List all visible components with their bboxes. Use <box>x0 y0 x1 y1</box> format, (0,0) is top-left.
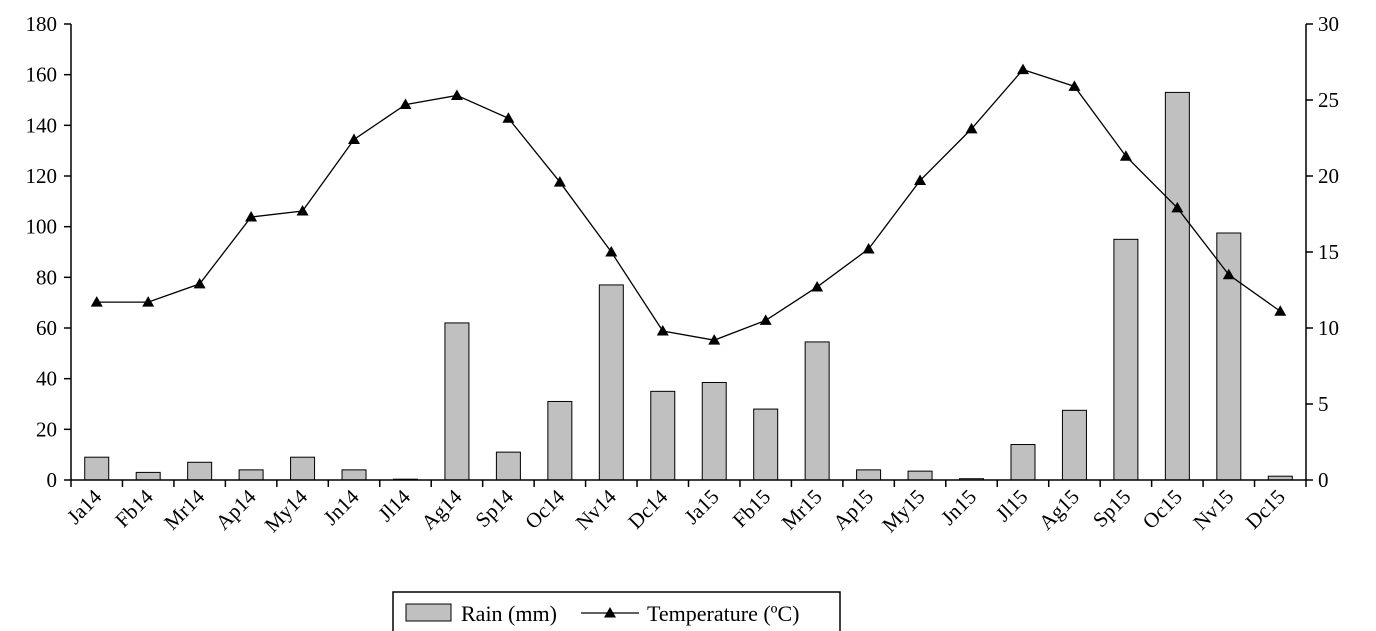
legend: Rain (mm) Temperature (ºC) <box>392 591 841 631</box>
legend-temperature-marker <box>604 607 616 618</box>
x-tick-label-My14: My14 <box>260 484 313 537</box>
rain-bar-Jn14 <box>341 469 367 481</box>
temperature-marker-Jl14 <box>399 98 412 110</box>
temperature-marker-Fb14 <box>142 296 155 307</box>
right-tick-label-25: 25 <box>1318 88 1339 112</box>
axes <box>64 23 1313 487</box>
rain-bar-Ag14 <box>444 322 470 481</box>
rain-bar-Dc14 <box>650 390 676 481</box>
left-tick-label-160: 160 <box>26 63 58 87</box>
x-tick-label-Oc14: Oc14 <box>520 484 569 533</box>
rain-bar-Jl15 <box>1010 444 1036 481</box>
temperature-marker-Sp15 <box>1119 150 1132 161</box>
right-tick-label-30: 30 <box>1318 12 1339 36</box>
legend-rain-swatch <box>405 603 452 622</box>
temperature-marker-Ap14 <box>245 211 258 222</box>
rain-bar-Sp14 <box>495 451 521 481</box>
x-tick-label-Mr14: Mr14 <box>159 484 209 534</box>
temperature-marker-My15 <box>914 174 927 186</box>
left-tick-label-60: 60 <box>36 316 57 340</box>
temperature-marker-Ja14 <box>90 296 103 307</box>
rain-bar-Ap15 <box>856 469 882 481</box>
temperature-marker-Fb15 <box>759 314 772 325</box>
right-tick-label-10: 10 <box>1318 316 1339 340</box>
x-tick-label-Mr15: Mr15 <box>777 485 827 535</box>
left-tick-label-20: 20 <box>36 417 57 441</box>
x-tick-label-My15: My15 <box>877 485 929 537</box>
x-tick-label-Sp14: Sp14 <box>470 484 518 532</box>
temperature-marker-Mr14 <box>193 277 206 289</box>
rain-bar-Oc14 <box>547 400 573 481</box>
temperature-line <box>90 63 1287 345</box>
temperature-marker-Jl15 <box>1016 63 1029 75</box>
x-tick-label-Ap14: Ap14 <box>211 484 261 534</box>
rain-bar-My14 <box>290 456 316 481</box>
rain-bars <box>84 91 1293 481</box>
temperature-marker-Dc14 <box>656 325 669 336</box>
right-tick-label-5: 5 <box>1318 392 1329 416</box>
x-tick-label-Ap15: Ap15 <box>828 485 878 535</box>
temperature-marker-Mr15 <box>811 280 824 292</box>
temperature-marker-Oc14 <box>553 176 566 187</box>
x-tick-label-Ja14: Ja14 <box>62 484 107 529</box>
rain-bar-Mr14 <box>187 461 213 481</box>
right-tick-label-20: 20 <box>1318 164 1339 188</box>
x-tick-label-Dc15: Dc15 <box>1241 485 1290 534</box>
left-tick-label-40: 40 <box>36 367 57 391</box>
legend-temperature-label: Temperature (ºC) <box>647 601 800 626</box>
right-tick-label-15: 15 <box>1318 240 1339 264</box>
rain-bar-Ja14 <box>84 456 110 481</box>
x-tick-label-Fb14: Fb14 <box>110 484 158 532</box>
rain-bar-Oc15 <box>1164 91 1190 481</box>
temperature-marker-Jn15 <box>965 122 978 134</box>
temperature-marker-Jn14 <box>348 133 361 145</box>
left-tick-label-120: 120 <box>26 164 58 188</box>
temperature-marker-Nv15 <box>1222 268 1235 280</box>
temperature-polyline <box>96 68 1281 341</box>
temperature-marker-Dc15 <box>1274 305 1287 316</box>
temperature-marker-Sp14 <box>502 112 515 123</box>
x-tick-label-Nv15: Nv15 <box>1188 485 1238 535</box>
rain-bar-Ja15 <box>701 381 727 481</box>
x-tick-label-Dc14: Dc14 <box>623 484 672 533</box>
temperature-marker-My14 <box>296 204 309 216</box>
tick-labels: 0 20 40 60 80 100 120 140 160 180 0 5 10 15 20 25 30 Ja14… <box>26 12 1340 537</box>
rain-bar-My15 <box>907 470 933 481</box>
rain-bar-Fb14 <box>135 471 161 481</box>
x-tick-label-Sp15: Sp15 <box>1088 485 1136 533</box>
rain-bar-Sp15 <box>1113 238 1139 481</box>
right-tick-label-0: 0 <box>1318 468 1329 492</box>
legend-rain-label: Rain (mm) <box>461 601 557 626</box>
x-tick-label-Oc15: Oc15 <box>1138 485 1187 534</box>
x-tick-label-Jn14: Jn14 <box>319 484 364 529</box>
temperature-marker-Ja15 <box>708 334 721 345</box>
x-tick-label-Ja15: Ja15 <box>680 485 724 529</box>
left-tick-label-80: 80 <box>36 265 57 289</box>
x-tick-label-Nv14: Nv14 <box>571 484 621 534</box>
legend-box <box>392 591 841 631</box>
x-tick-label-Fb15: Fb15 <box>728 485 776 533</box>
rain-bar-Ap14 <box>238 469 264 481</box>
temperature-marker-Nv14 <box>605 246 618 257</box>
x-tick-label-Jn15: Jn15 <box>936 485 981 530</box>
rain-bar-Mr15 <box>804 341 830 481</box>
left-tick-label-180: 180 <box>26 12 58 36</box>
x-tick-label-Ag14: Ag14 <box>417 484 467 534</box>
x-tick-label-Jl14: Jl14 <box>373 484 415 526</box>
left-tick-label-100: 100 <box>26 215 58 239</box>
rain-bar-Nv14 <box>598 284 624 481</box>
rain-bar-Fb15 <box>753 408 779 481</box>
x-tick-label-Ag15: Ag15 <box>1034 485 1084 535</box>
rain-bar-Ag15 <box>1061 409 1087 481</box>
temperature-marker-Ag14 <box>450 89 463 100</box>
temperature-marker-Oc15 <box>1171 201 1184 213</box>
x-tick-label-Jl15: Jl15 <box>991 485 1033 527</box>
temperature-marker-Ag15 <box>1068 80 1081 91</box>
left-tick-label-140: 140 <box>26 113 58 137</box>
temperature-marker-Ap15 <box>862 242 875 254</box>
left-tick-label-0: 0 <box>47 468 58 492</box>
